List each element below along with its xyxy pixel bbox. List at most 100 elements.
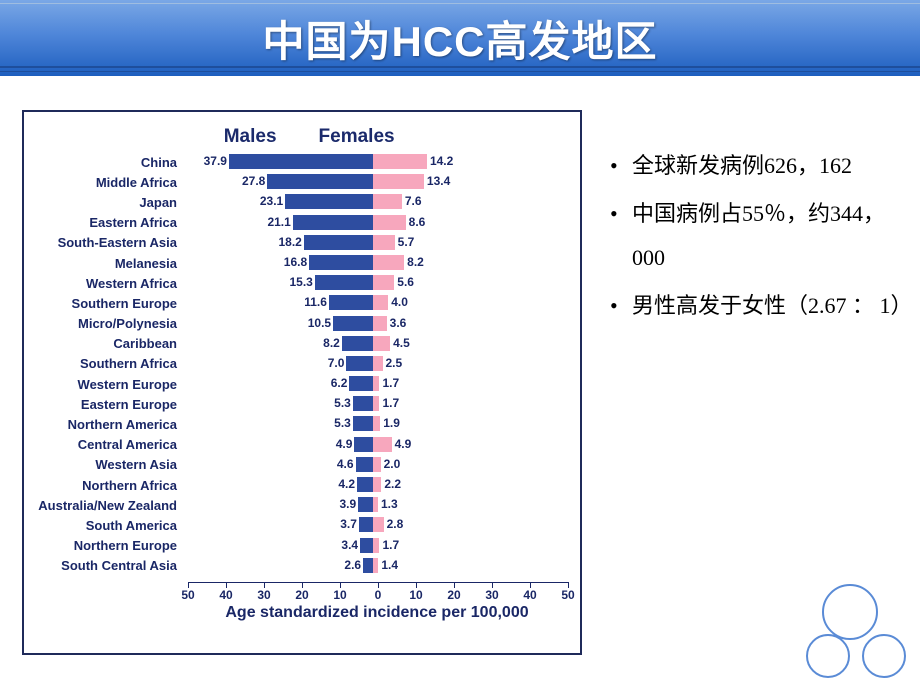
bar-row: Caribbean8.24.5 (38, 334, 566, 354)
male-value: 4.6 (324, 457, 354, 472)
male-value: 23.1 (253, 194, 283, 209)
female-bar (373, 275, 394, 290)
male-bar (293, 215, 373, 230)
bar-row: Southern Europe11.64.0 (38, 293, 566, 313)
x-tick-label: 40 (219, 588, 232, 602)
male-value: 15.3 (283, 275, 313, 290)
female-bar (373, 457, 381, 472)
male-bar (329, 295, 373, 310)
note-item: 中国病例占55％，约344，000 (606, 192, 902, 280)
column-headers: Males Females (38, 126, 566, 148)
female-value: 1.3 (381, 497, 398, 512)
x-tick-label: 10 (333, 588, 346, 602)
bar-plot: 23.1 7.6 (183, 192, 566, 212)
male-value: 37.9 (197, 154, 227, 169)
female-bar (373, 538, 379, 553)
bar-plot: 15.35.6 (183, 273, 566, 293)
male-bar (346, 356, 373, 371)
female-bar (373, 235, 395, 250)
male-bar (354, 437, 373, 452)
bar-row: China37.914.2 (38, 152, 566, 172)
bar-plot: 11.64.0 (183, 293, 566, 313)
male-bar (353, 416, 373, 431)
x-tick-label: 20 (295, 588, 308, 602)
female-value: 1.7 (382, 396, 399, 411)
male-value: 18.2 (272, 235, 302, 250)
female-value: 4.9 (395, 437, 412, 452)
ring-icon (822, 584, 878, 640)
bar-row: Central America4.94.9 (38, 435, 566, 455)
region-label: Western Europe (38, 377, 183, 392)
male-value: 2.6 (331, 558, 361, 573)
female-bar (373, 558, 378, 573)
female-bar (373, 255, 404, 270)
female-value: 2.2 (384, 477, 401, 492)
bar-row: Northern Africa4.22.2 (38, 475, 566, 495)
corner-decoration (792, 584, 912, 684)
region-label: Western Asia (38, 457, 183, 472)
region-label: Micro/Polynesia (38, 316, 183, 331)
bar-plot: 3.9 1.3 (183, 495, 566, 515)
bar-row: Northern America5.31.9 (38, 414, 566, 434)
female-value: 13.4 (427, 174, 450, 189)
male-value: 7.0 (314, 356, 344, 371)
slide-title: 中国为HCC高发地区 (0, 8, 920, 69)
male-bar (304, 235, 373, 250)
bar-row: Eastern Africa 21.1 8.6 (38, 213, 566, 233)
title-bar: 中国为HCC高发地区 (0, 0, 920, 76)
bar-row: Melanesia16.88.2 (38, 253, 566, 273)
female-value: 8.2 (407, 255, 424, 270)
bar-row: South America3.72.8 (38, 515, 566, 535)
x-tick-label: 30 (485, 588, 498, 602)
male-value: 21.1 (261, 215, 291, 230)
female-bar (373, 174, 424, 189)
bar-plot: 27.813.4 (183, 172, 566, 192)
bar-plot: 16.88.2 (183, 253, 566, 273)
male-value: 3.9 (326, 497, 356, 512)
female-bar (373, 477, 381, 492)
x-tick-label: 20 (447, 588, 460, 602)
bar-plot: 3.72.8 (183, 515, 566, 535)
female-value: 1.9 (383, 416, 400, 431)
bars-container: China37.914.2Middle Africa27.813.4Japan2… (38, 152, 566, 576)
title-rule-bottom-2 (0, 71, 920, 72)
bar-plot: 37.9 14.2 (183, 152, 566, 172)
female-value: 7.6 (405, 194, 422, 209)
bar-row: South-Eastern Asia 18.2 5.7 (38, 233, 566, 253)
notes-list: 全球新发病例626，162中国病例占55％，约344，000男性高发于女性（2.… (606, 144, 902, 328)
male-value: 11.6 (297, 295, 327, 310)
male-value: 6.2 (317, 376, 347, 391)
female-value: 1.7 (382, 376, 399, 391)
region-label: Northern Africa (38, 478, 183, 493)
female-bar (373, 356, 383, 371)
female-bar (373, 396, 379, 411)
chart-area: Males Females China37.914.2Middle Africa… (0, 100, 600, 690)
male-value: 3.4 (328, 538, 358, 553)
bar-plot: 2.61.4 (183, 556, 566, 576)
female-bar (373, 497, 378, 512)
female-value: 5.7 (398, 235, 415, 250)
male-bar (333, 316, 373, 331)
female-value: 14.2 (430, 154, 453, 169)
female-value: 3.6 (390, 316, 407, 331)
female-bar (373, 316, 387, 331)
bar-plot: 21.1 8.6 (183, 213, 566, 233)
region-label: Eastern Africa (38, 215, 183, 230)
female-value: 8.6 (409, 215, 426, 230)
bar-row: Western Asia4.62.0 (38, 455, 566, 475)
ring-icon (806, 634, 850, 678)
x-tick-label: 50 (181, 588, 194, 602)
x-tick-label: 50 (561, 588, 574, 602)
male-bar (357, 477, 373, 492)
bar-plot: 3.41.7 (183, 536, 566, 556)
female-bar (373, 194, 402, 209)
header-males: Males (38, 126, 313, 148)
male-value: 10.5 (301, 316, 331, 331)
female-value: 4.5 (393, 336, 410, 351)
x-axis: Age standardized incidence per 100,000 5… (38, 582, 566, 626)
region-label: Southern Africa (38, 356, 183, 371)
chart-inner: Males Females China37.914.2Middle Africa… (38, 126, 566, 647)
bar-plot: 6.2 1.7 (183, 374, 566, 394)
title-rule-bottom-1 (0, 66, 920, 68)
region-label: South-Eastern Asia (38, 235, 183, 250)
